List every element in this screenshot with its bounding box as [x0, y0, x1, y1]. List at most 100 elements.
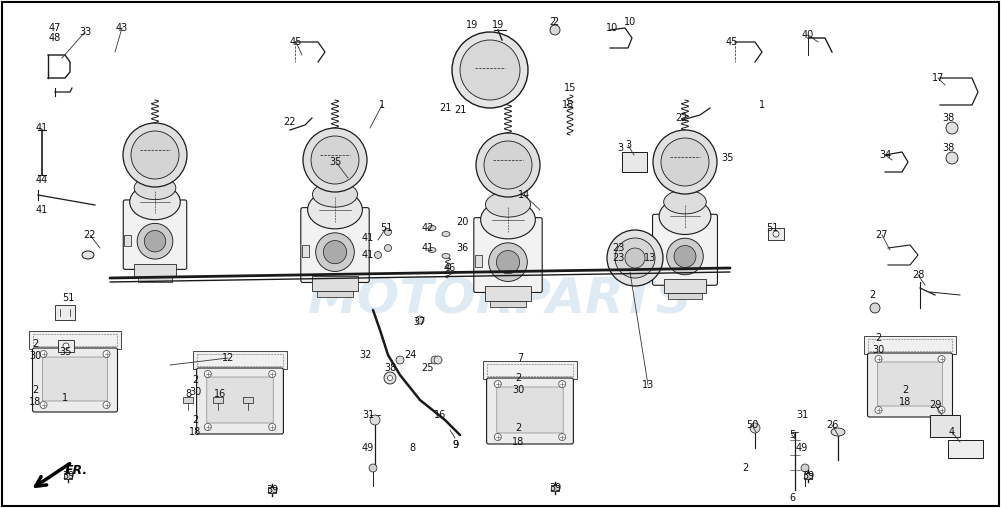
Text: 48: 48 — [49, 33, 61, 43]
Circle shape — [452, 32, 528, 108]
Circle shape — [625, 248, 645, 268]
Bar — [183, 397, 193, 403]
Text: 9: 9 — [451, 440, 458, 450]
Text: 19: 19 — [491, 20, 505, 30]
Ellipse shape — [831, 428, 845, 436]
Circle shape — [550, 25, 560, 35]
Text: 38: 38 — [942, 143, 954, 153]
Text: 49: 49 — [362, 443, 374, 453]
Text: 22: 22 — [84, 230, 96, 240]
FancyBboxPatch shape — [123, 200, 187, 269]
Circle shape — [103, 401, 110, 408]
Text: 20: 20 — [455, 217, 468, 227]
Circle shape — [607, 230, 663, 286]
Text: 18: 18 — [899, 397, 911, 407]
Text: 35: 35 — [329, 157, 342, 167]
Text: 40: 40 — [802, 30, 814, 40]
Text: 18: 18 — [512, 437, 525, 447]
Bar — [55, 305, 75, 320]
Bar — [243, 397, 253, 403]
Circle shape — [496, 250, 520, 274]
Text: 35: 35 — [722, 153, 734, 163]
Text: 41: 41 — [421, 243, 434, 253]
Text: 32: 32 — [359, 350, 372, 360]
Text: 49: 49 — [796, 443, 808, 453]
Text: 4: 4 — [949, 427, 955, 437]
Ellipse shape — [480, 201, 536, 239]
Text: 27: 27 — [876, 230, 888, 240]
Text: 22: 22 — [283, 117, 296, 127]
Bar — [804, 473, 812, 479]
Bar — [124, 235, 131, 246]
Text: 2: 2 — [192, 375, 198, 385]
Circle shape — [674, 245, 696, 267]
Bar — [138, 277, 171, 282]
Text: 19: 19 — [465, 20, 478, 30]
Circle shape — [416, 316, 424, 324]
Circle shape — [303, 128, 367, 192]
Bar — [768, 228, 784, 240]
Circle shape — [946, 152, 958, 164]
Text: 30: 30 — [512, 385, 525, 395]
Ellipse shape — [307, 190, 362, 229]
Circle shape — [315, 233, 354, 271]
Circle shape — [323, 241, 346, 264]
FancyBboxPatch shape — [207, 377, 273, 423]
Text: 15: 15 — [564, 83, 577, 93]
Text: 45: 45 — [290, 37, 302, 47]
FancyBboxPatch shape — [653, 214, 718, 285]
Circle shape — [384, 372, 396, 384]
Text: 12: 12 — [222, 353, 234, 363]
Text: 22: 22 — [676, 113, 689, 123]
Text: 34: 34 — [879, 150, 891, 160]
Circle shape — [559, 433, 566, 440]
Circle shape — [653, 130, 717, 194]
Text: 47: 47 — [49, 23, 61, 33]
Text: 16: 16 — [214, 389, 226, 399]
Circle shape — [460, 40, 520, 100]
Text: 37: 37 — [413, 317, 426, 327]
Text: 36: 36 — [455, 243, 468, 253]
Circle shape — [369, 464, 377, 472]
Bar — [489, 301, 527, 307]
Text: 3: 3 — [617, 143, 623, 153]
Bar — [948, 440, 983, 458]
Text: 41: 41 — [36, 123, 48, 133]
Ellipse shape — [312, 182, 357, 207]
Text: 15: 15 — [562, 100, 575, 110]
Text: 18: 18 — [189, 427, 201, 437]
Circle shape — [204, 424, 211, 430]
Circle shape — [750, 423, 760, 433]
Circle shape — [476, 133, 540, 197]
Text: 13: 13 — [642, 380, 654, 390]
Bar — [551, 485, 559, 491]
Ellipse shape — [134, 176, 176, 200]
Circle shape — [431, 356, 439, 364]
FancyBboxPatch shape — [483, 361, 577, 379]
Text: 25: 25 — [421, 363, 434, 373]
Bar — [622, 152, 647, 172]
Circle shape — [875, 406, 882, 414]
Circle shape — [938, 406, 945, 414]
Circle shape — [946, 122, 958, 134]
Circle shape — [484, 141, 532, 189]
FancyBboxPatch shape — [196, 368, 283, 434]
Circle shape — [384, 244, 391, 251]
Bar — [134, 264, 176, 277]
Text: 43: 43 — [116, 23, 128, 33]
Text: 7: 7 — [517, 353, 524, 363]
Circle shape — [396, 356, 404, 364]
Circle shape — [268, 424, 275, 430]
Circle shape — [494, 380, 502, 388]
FancyBboxPatch shape — [496, 387, 564, 433]
Circle shape — [137, 224, 173, 259]
Text: 38: 38 — [383, 363, 396, 373]
Text: 16: 16 — [433, 410, 446, 420]
FancyBboxPatch shape — [473, 217, 543, 293]
Circle shape — [384, 229, 391, 236]
Circle shape — [615, 238, 655, 278]
Text: 30: 30 — [29, 351, 41, 361]
Text: 29: 29 — [929, 400, 941, 410]
Circle shape — [938, 356, 945, 363]
Text: 35: 35 — [59, 347, 71, 357]
